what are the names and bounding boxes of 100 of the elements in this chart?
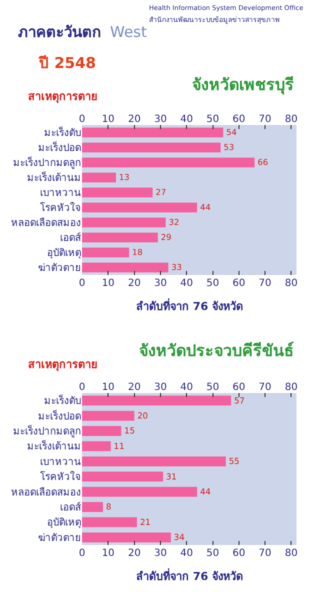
x-tick-label: 40 xyxy=(180,382,193,393)
data-label: 11 xyxy=(114,440,124,451)
y-tick-label: โรคหัวใจ xyxy=(40,470,82,484)
x-tick-label: 70 xyxy=(258,114,272,125)
y-tick-label: มะเร็งเต้านม xyxy=(27,170,82,184)
x2-tick-label: 60 xyxy=(232,548,246,559)
y-tick-label: หลอดเลือดสมอง xyxy=(11,217,82,229)
y-tick-label: เบาหวาน xyxy=(40,188,82,199)
data-label: 13 xyxy=(119,172,130,182)
chart-title: จังหวัดเพชรบุรี xyxy=(192,75,294,95)
x-tick-label: 20 xyxy=(128,114,141,125)
bar xyxy=(82,172,116,182)
x2-tick-label: 40 xyxy=(180,278,193,289)
data-label: 55 xyxy=(228,456,240,466)
bar xyxy=(82,396,232,406)
x-axis-title: ลำดับที่จาก 76 จังหวัด xyxy=(136,568,243,583)
text: ภาคตะวันตก xyxy=(18,23,101,41)
x2-tick-label: 80 xyxy=(284,278,298,289)
data-label: 66 xyxy=(258,157,268,168)
y-tick-label: มะเร็งปอด xyxy=(38,140,82,154)
bar xyxy=(82,410,134,421)
x-tick-label: 40 xyxy=(180,114,193,125)
data-label: 53 xyxy=(224,142,234,152)
y-tick-label: มะเร็งตับ xyxy=(44,125,82,139)
bar xyxy=(82,188,153,198)
bar xyxy=(82,248,130,258)
bar xyxy=(82,456,226,466)
data-label: 34 xyxy=(174,532,185,542)
x2-tick-label: 30 xyxy=(154,278,167,289)
x2-tick-label: 50 xyxy=(206,548,220,559)
x-tick-label: 60 xyxy=(232,114,246,125)
bar xyxy=(82,232,158,242)
data-label: 44 xyxy=(200,202,211,212)
y-tick-label: อุบัติเหตุ xyxy=(47,518,82,529)
y-tick-label: มะเร็งปากมดลูก xyxy=(13,155,82,169)
y-tick-label: มะเร็งปากมดลูก xyxy=(13,424,82,438)
x-tick-label: 30 xyxy=(154,114,167,125)
x2-tick-label: 0 xyxy=(78,278,86,289)
bar xyxy=(82,502,103,512)
data-label: 18 xyxy=(132,247,143,258)
chart-title: จังหวัดประจวบคีรีขันธ์ xyxy=(139,341,294,360)
data-label: 21 xyxy=(140,516,151,527)
y-tick-label: เบาหวาน xyxy=(40,456,82,468)
y-tick-label: มะเร็งเต้านม xyxy=(27,438,82,453)
y-tick-label: โรคหัวใจ xyxy=(40,201,82,214)
data-label: 33 xyxy=(171,262,182,272)
x2-tick-label: 20 xyxy=(128,278,141,289)
bar xyxy=(82,158,255,168)
x2-tick-label: 80 xyxy=(284,548,298,559)
y-tick-label: ฆ่าตัวตาย xyxy=(38,532,82,544)
x2-tick-label: 70 xyxy=(258,278,272,289)
bar xyxy=(82,517,137,528)
data-label: 31 xyxy=(166,471,177,482)
y-tick-label: มะเร็งตับ xyxy=(44,393,82,408)
x2-tick-label: 60 xyxy=(232,278,246,289)
bar xyxy=(82,262,168,272)
bar xyxy=(82,532,171,542)
x-tick-label: 30 xyxy=(154,382,167,393)
x-tick-label: 70 xyxy=(258,382,272,393)
x2-tick-label: 30 xyxy=(154,548,167,559)
data-label: 32 xyxy=(168,217,180,228)
y-tick-label: หลอดเลือดสมอง xyxy=(11,486,82,498)
x2-tick-label: 50 xyxy=(206,278,220,289)
x2-tick-label: 10 xyxy=(102,278,115,289)
x-tick-label: 10 xyxy=(102,382,115,393)
data-label: 8 xyxy=(106,502,112,512)
data-label: 15 xyxy=(124,426,135,436)
bar xyxy=(82,441,111,452)
x2-tick-label: 0 xyxy=(78,548,86,559)
x2-tick-label: 70 xyxy=(258,548,272,559)
y-tick-label: ฆ่าตัวตาย xyxy=(38,263,82,274)
y-axis-title: สาเหตุการตาย xyxy=(28,90,97,104)
data-label: 57 xyxy=(234,395,245,406)
x2-tick-label: 40 xyxy=(180,548,193,559)
bar xyxy=(82,142,221,152)
data-label: 29 xyxy=(160,232,172,242)
bar xyxy=(82,486,198,497)
y-tick-label: มะเร็งปอด xyxy=(38,408,82,422)
bar xyxy=(82,202,198,212)
x-tick-label: 50 xyxy=(206,114,220,125)
bar xyxy=(82,426,122,436)
x-tick-label: 60 xyxy=(232,382,246,393)
x2-tick-label: 10 xyxy=(102,548,115,559)
data-label: 44 xyxy=(200,486,211,496)
x2-tick-label: 20 xyxy=(128,548,141,559)
chart-subtitle: ปี 2548 xyxy=(38,54,96,72)
x-axis-title: ลำดับที่จาก 76 จังหวัด xyxy=(136,298,243,313)
data-label: 20 xyxy=(137,410,148,420)
y-tick-label: เอดส์ xyxy=(60,502,82,514)
x-tick-label: 20 xyxy=(128,382,141,393)
x-tick-label: 0 xyxy=(78,382,86,393)
y-axis-title: สาเหตุการตาย xyxy=(28,358,97,372)
data-label: 54 xyxy=(226,127,237,138)
x-tick-label: 80 xyxy=(284,114,298,125)
bar xyxy=(82,472,164,482)
x-tick-label: 50 xyxy=(206,382,220,393)
y-tick-label: เอดส์ xyxy=(60,232,82,244)
data-label: 27 xyxy=(156,187,166,198)
bar xyxy=(82,218,166,228)
text: West xyxy=(110,23,147,41)
